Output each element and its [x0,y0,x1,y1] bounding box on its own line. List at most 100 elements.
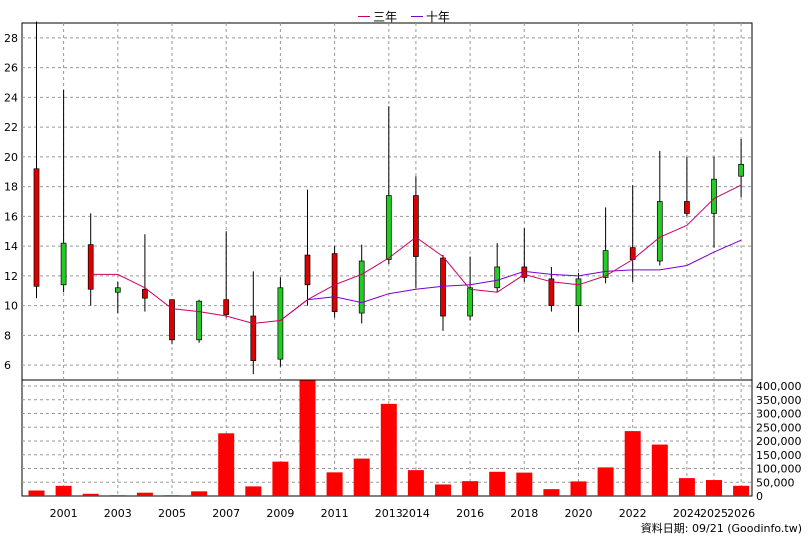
volume-tick-label: 50,000 [756,476,795,489]
x-tick-label: 2014 [402,507,430,520]
candle-body [33,168,40,287]
volume-bar [435,484,451,496]
volume-bar [597,467,614,496]
x-tick-label: 2018 [510,507,538,520]
x-tick-label: 2026 [727,507,755,520]
candle-body [223,299,230,315]
volume-bar [462,481,479,496]
candle-body [277,287,284,360]
candle-body [413,195,419,257]
price-tick-label: 28 [4,32,18,45]
candle-body [575,278,582,306]
candle-body [602,250,609,278]
x-tick-label: 2024 [673,507,701,520]
volume-bar [326,472,343,496]
legend-label-three-year: 三年 [373,10,398,24]
price-tick-label: 10 [4,300,18,313]
volume-bar [245,486,262,496]
price-tick-label: 14 [4,240,18,253]
candle-body [142,288,148,299]
volume-bar [489,471,506,496]
volume-tick-label: 250,000 [756,421,802,434]
source-note: 資料日期: 09/21 (Goodinfo.tw) [640,522,802,535]
candle-body [250,315,257,362]
volume-tick-label: 200,000 [756,435,802,448]
legend-item-ten-year: 十年 [410,8,450,25]
volume-tick-label: 300,000 [756,408,802,421]
x-tick-label: 2022 [619,507,647,520]
x-tick-label: 2005 [158,507,186,520]
volume-bar [516,472,533,496]
candle-body [196,300,202,341]
volume-tick-label: 100,000 [756,463,802,476]
volume-bar [624,431,641,496]
candle-body [738,163,744,177]
volume-bar [353,458,370,496]
volume-bar [136,492,153,496]
x-tick-label: 2001 [50,507,78,520]
candle-body [494,266,501,289]
price-tick-label: 8 [4,329,11,342]
volume-bar [191,491,208,496]
x-tick-label: 2011 [321,507,349,520]
x-tick-label: 2009 [266,507,294,520]
legend-item-three-year: 三年 [358,8,397,25]
x-tick-label: 2025 [700,507,728,520]
volume-bar [28,490,45,496]
candle-body [358,260,365,314]
legend-label-ten-year: 十年 [425,10,450,24]
x-tick-label: 2016 [456,507,484,520]
volume-bar [109,495,126,496]
candle-body [169,299,175,341]
price-tick-label: 24 [4,91,18,104]
x-tick-label: 2020 [565,507,593,520]
volume-bar [272,461,289,496]
price-tick-label: 20 [4,151,18,164]
volume-bar [733,485,750,496]
candle-body [60,242,67,286]
volume-bar [55,485,72,496]
x-tick-label: 2013 [375,507,403,520]
price-tick-label: 16 [4,210,18,223]
volume-tick-label: 350,000 [756,394,802,407]
three-year-average-line [90,184,742,325]
price-tick-label: 26 [4,62,18,75]
three-year-line-swatch [358,16,371,17]
volume-bar [407,470,424,496]
candle-body [304,254,311,286]
x-tick-label: 2003 [104,507,132,520]
volume-bar [218,433,235,496]
candle-body [711,178,717,214]
candle-body [467,287,473,317]
candle-body [114,287,121,293]
volume-tick-label: 150,000 [756,449,802,462]
volume-tick-label: 400,000 [756,380,802,393]
volume-bar [543,489,560,496]
price-tick-label: 18 [4,181,18,194]
volume-bar [82,493,99,496]
volume-bar [380,403,397,496]
candle-body [656,201,663,262]
candle-body [440,257,446,317]
x-tick-label: 2007 [212,507,240,520]
candle-body [548,278,555,306]
volume-bar [299,380,316,496]
volume-tick-label: 0 [756,490,763,503]
price-tick-label: 22 [4,121,18,134]
price-tick-label: 6 [4,359,11,372]
candle-body [87,244,94,290]
volume-bar [164,495,180,496]
volume-bar [678,478,695,496]
price-tick-label: 12 [4,270,18,283]
ten-year-line-swatch [410,16,423,17]
ten-year-average-line [280,239,742,321]
volume-bar [651,444,668,496]
volume-bar [706,480,722,496]
candle-body [385,195,392,260]
chart-legend: 三年 十年 [0,6,808,25]
volume-bar [570,481,587,496]
candle-body [684,201,690,214]
candle-body [331,253,338,312]
